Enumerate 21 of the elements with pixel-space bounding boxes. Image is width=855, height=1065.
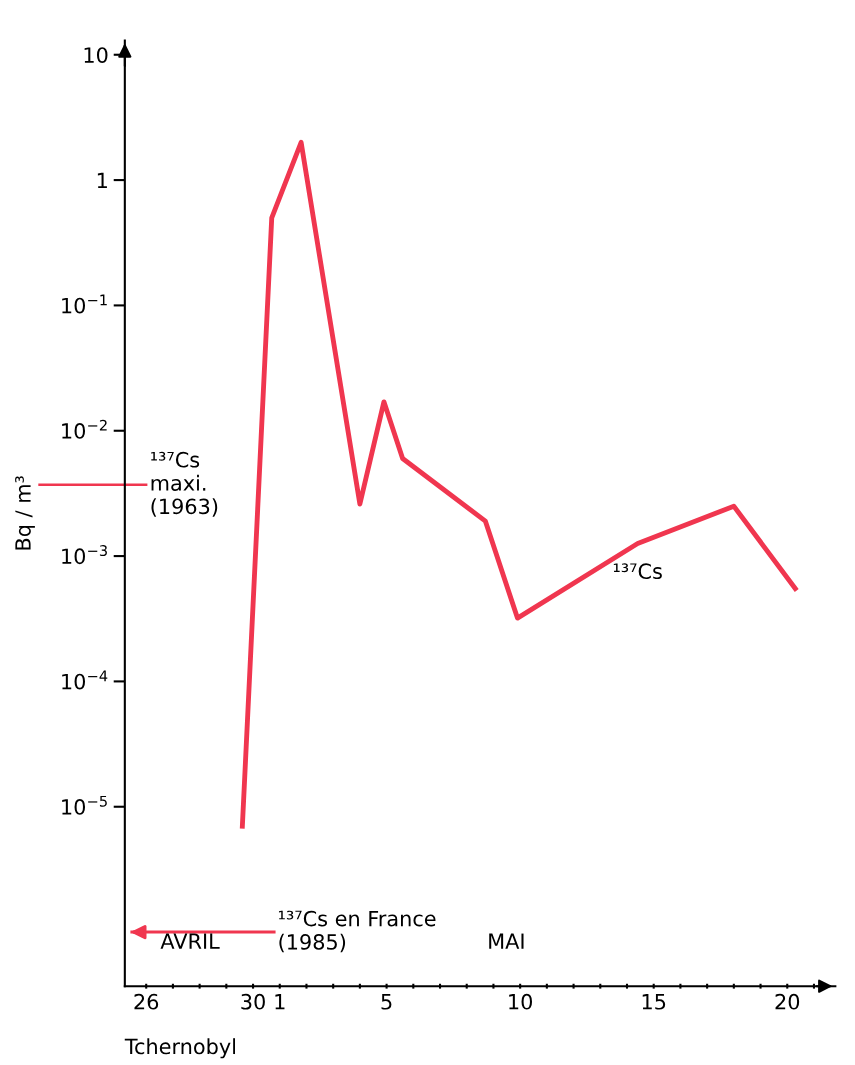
y-axis-title: Bq / m³ xyxy=(15,476,35,550)
y-tick-label: 10$^{−4}$ xyxy=(62,670,108,690)
series-label: ¹³⁷Cs xyxy=(613,563,662,580)
ref-line-label: ¹³⁷Cs en France (1985) xyxy=(278,910,436,953)
x-tick-label: 15 xyxy=(642,994,666,1010)
annotation: MAI xyxy=(489,933,524,949)
y-tick-label: 10$^{−3}$ xyxy=(62,545,107,565)
x-tick-label: 30 xyxy=(241,993,265,1010)
y-tick-label: 10$^{−2}$ xyxy=(62,419,107,439)
x-tick-label: 10 xyxy=(509,993,533,1010)
y-tick-label: 10$^{−5}$ xyxy=(62,795,107,815)
y-tick-label: 10 xyxy=(84,47,108,63)
annotation: AVRIL xyxy=(160,933,220,949)
x-tick-label: 5 xyxy=(381,994,392,1010)
text: Tchernobyl xyxy=(124,1038,236,1059)
y-tick-label: 1 xyxy=(97,172,107,188)
x-tick-label: 26 xyxy=(134,993,159,1010)
y-tick-label: 10$^{−1}$ xyxy=(62,294,107,314)
x-tick-label: 20 xyxy=(775,993,800,1010)
x-tick-label: 1 xyxy=(275,994,285,1010)
ref-line-label: ¹³⁷Cs maxi. (1963) xyxy=(151,451,218,517)
